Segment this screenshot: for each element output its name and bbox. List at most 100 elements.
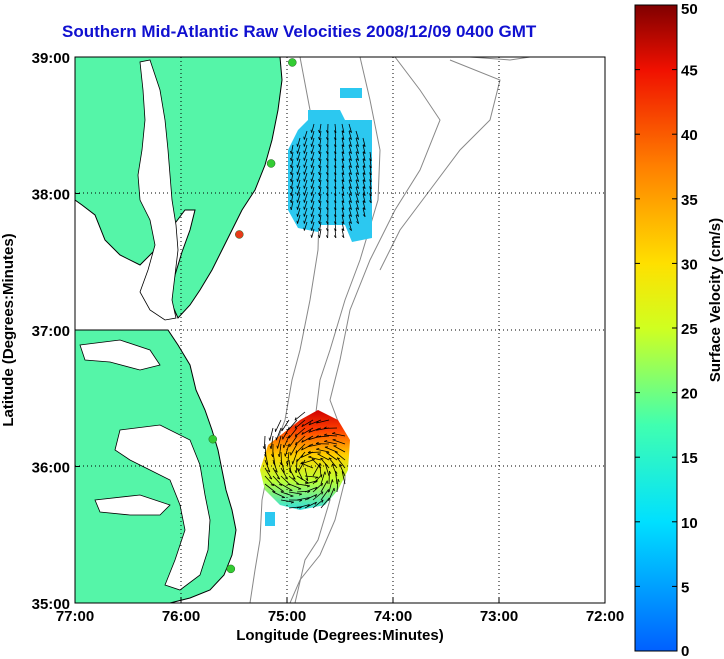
vector-arrow bbox=[341, 186, 345, 196]
vector-arrowhead bbox=[262, 446, 265, 450]
vector-arrowhead bbox=[341, 165, 345, 169]
vector-arrow bbox=[303, 193, 308, 203]
vector-arrowhead bbox=[316, 448, 320, 450]
vector-arrow bbox=[297, 172, 301, 182]
vector-arrow bbox=[369, 151, 372, 161]
vector-arrow bbox=[297, 179, 301, 189]
vector-arrow bbox=[348, 130, 352, 140]
vector-arrow bbox=[264, 475, 274, 486]
vector-arrowhead bbox=[308, 437, 311, 440]
vector-arrow bbox=[341, 471, 346, 485]
vector-arrow bbox=[312, 499, 324, 509]
vector-arrowhead bbox=[301, 423, 304, 427]
vector-arrowhead bbox=[349, 214, 352, 217]
vector-arrow bbox=[355, 137, 360, 147]
colorbar-tick-label: 20 bbox=[681, 386, 698, 403]
vector-arrow bbox=[319, 165, 322, 175]
vector-arrowhead bbox=[314, 486, 318, 490]
vector-arrowhead bbox=[356, 200, 359, 203]
vector-arrow bbox=[319, 172, 322, 182]
vector-arrow bbox=[316, 435, 330, 438]
vector-arrowhead bbox=[356, 165, 359, 168]
vector-arrow bbox=[311, 228, 315, 238]
vector-arrowhead bbox=[341, 151, 345, 155]
vector-arrowhead bbox=[315, 441, 319, 444]
vector-arrowhead bbox=[349, 172, 352, 175]
vector-arrow bbox=[369, 186, 372, 196]
vector-arrow bbox=[341, 172, 345, 182]
vector-arrowhead bbox=[328, 457, 332, 460]
vector-arrowhead bbox=[310, 199, 313, 203]
vector-arrowhead bbox=[323, 433, 327, 436]
vector-arrow bbox=[303, 151, 308, 161]
vector-arrowhead bbox=[274, 469, 278, 473]
vector-arrow bbox=[304, 475, 318, 478]
vector-arrow bbox=[334, 186, 337, 196]
river-water-2 bbox=[94, 494, 171, 516]
vector-arrow bbox=[355, 151, 360, 161]
vector-arrow bbox=[280, 491, 294, 497]
vector-arrowhead bbox=[267, 469, 271, 473]
vector-arrow bbox=[263, 435, 266, 450]
vector-arrowhead bbox=[310, 206, 313, 210]
vector-arrow bbox=[341, 130, 345, 140]
vector-arrow bbox=[290, 200, 294, 210]
colorbar-label: Surface Velocity (cm/s) bbox=[707, 218, 724, 382]
vector-arrowhead bbox=[331, 463, 335, 467]
vector-arrow bbox=[288, 427, 298, 439]
y-tick-label: 35:00 bbox=[32, 596, 70, 613]
vector-arrow bbox=[319, 193, 322, 203]
station-marker bbox=[226, 564, 236, 574]
vector-arrow bbox=[348, 151, 352, 161]
vector-arrowhead bbox=[349, 228, 352, 231]
vector-arrowhead bbox=[288, 435, 290, 439]
vector-arrow bbox=[297, 137, 301, 147]
vector-arrowhead bbox=[308, 444, 311, 447]
colorbar-ticks: 0 5 10 15 20 25 30 35 40 45 50 bbox=[635, 1, 698, 659]
vector-arrow bbox=[297, 165, 301, 175]
vector-arrowhead bbox=[303, 178, 305, 182]
vector-arrow bbox=[319, 186, 322, 196]
vector-arrow bbox=[319, 200, 322, 210]
vector-arrow bbox=[301, 427, 314, 435]
vector-arrowhead bbox=[318, 150, 320, 155]
vector-arrow bbox=[334, 221, 337, 231]
vector-arrow bbox=[289, 435, 298, 447]
vector-arrowhead bbox=[290, 150, 292, 154]
vector-arrow bbox=[362, 151, 366, 161]
vector-arrowhead bbox=[323, 426, 327, 429]
vector-arrowhead bbox=[296, 458, 298, 463]
vector-arrow bbox=[334, 123, 337, 133]
vector-arrow bbox=[341, 200, 345, 210]
vector-arrowhead bbox=[356, 137, 359, 140]
vector-arrow bbox=[341, 137, 345, 147]
vector-arrowhead bbox=[341, 172, 345, 176]
vector-arrow bbox=[312, 491, 324, 501]
vector-arrowhead bbox=[356, 151, 359, 154]
vector-arrowhead bbox=[303, 227, 305, 231]
vector-arrowhead bbox=[296, 213, 298, 217]
vector-arrowhead bbox=[296, 185, 298, 189]
vector-arrow bbox=[355, 172, 360, 182]
vector-arrow bbox=[283, 435, 290, 449]
vector-arrowhead bbox=[303, 143, 305, 147]
vector-arrowhead bbox=[301, 431, 304, 435]
vector-arrow bbox=[290, 165, 294, 175]
vector-arrowhead bbox=[325, 235, 329, 239]
vector-arrow bbox=[362, 207, 366, 217]
vector-arrow bbox=[272, 483, 284, 492]
vector-arrowhead bbox=[318, 192, 320, 197]
vector-arrowhead bbox=[341, 221, 345, 225]
vector-arrow bbox=[304, 486, 318, 493]
vector-arrow bbox=[278, 443, 282, 457]
vector-arrow bbox=[320, 471, 326, 485]
vector-arrow bbox=[311, 214, 315, 224]
vector-arrowhead bbox=[324, 463, 328, 466]
vector-arrow bbox=[320, 480, 328, 493]
vector-arrow bbox=[282, 427, 290, 440]
vector-arrowhead bbox=[318, 227, 320, 232]
vector-arrowhead bbox=[325, 158, 329, 162]
vector-arrowhead bbox=[269, 477, 273, 480]
vector-arrow bbox=[334, 207, 337, 217]
vector-arrow bbox=[335, 471, 338, 485]
